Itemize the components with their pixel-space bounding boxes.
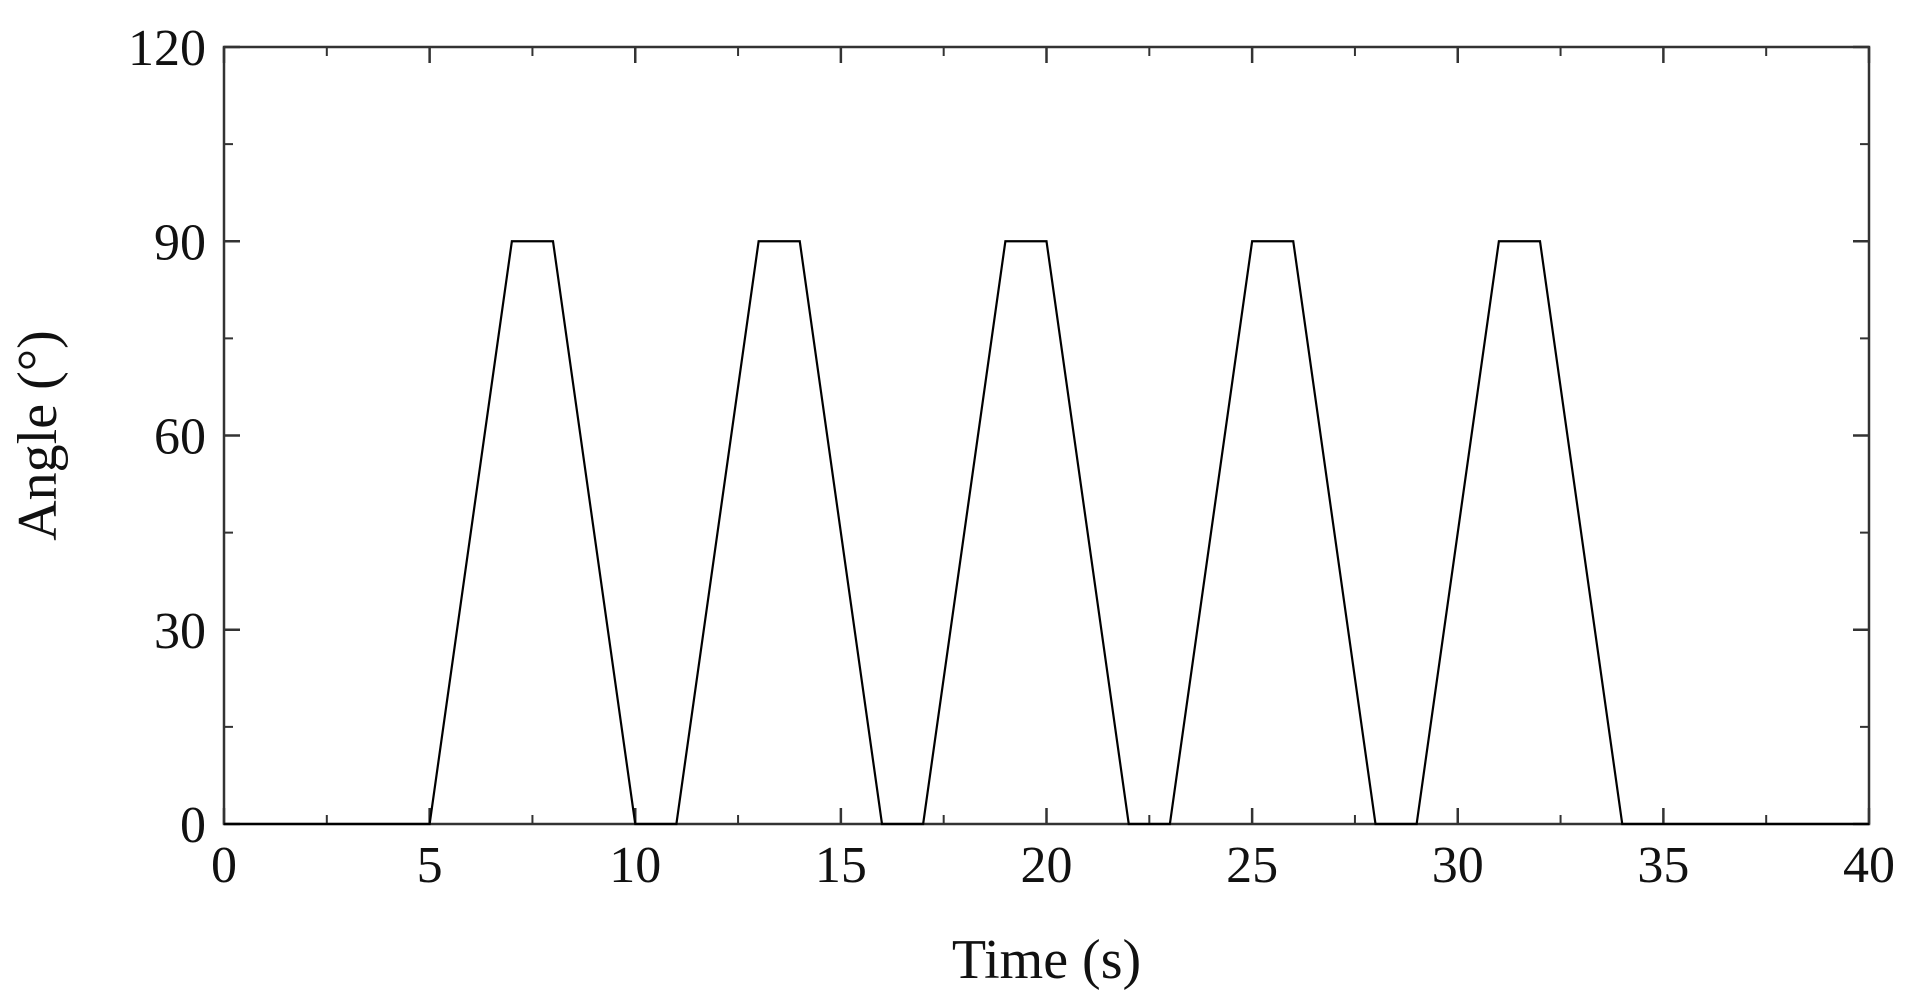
x-tick-label: 35 [1637, 837, 1689, 894]
data-point [1415, 823, 1417, 825]
data-point [1004, 240, 1006, 242]
x-tick-label: 10 [609, 837, 661, 894]
tick-labels: 0 5 10 15 20 25 30 35 40 0 30 60 90 120 [128, 20, 1895, 894]
data-point [881, 823, 883, 825]
data-point [922, 823, 924, 825]
x-tick-label: 20 [1021, 837, 1073, 894]
data-point [799, 240, 801, 242]
data-point [552, 240, 554, 242]
data-point [1169, 823, 1171, 825]
y-tick-label: 30 [154, 603, 206, 660]
data-point [757, 240, 759, 242]
x-tick-label: 25 [1226, 837, 1278, 894]
data-point [675, 823, 677, 825]
series-line [224, 240, 1869, 826]
data-point [428, 823, 430, 825]
data-point [1498, 240, 1500, 242]
y-axis-label: Angle (°) [7, 330, 69, 541]
data-point [1374, 823, 1376, 825]
series [223, 240, 1870, 826]
data-point [1868, 823, 1870, 825]
data-point [1128, 823, 1130, 825]
x-tick-label: 5 [417, 837, 443, 894]
y-tick-label: 90 [154, 214, 206, 271]
data-point [634, 823, 636, 825]
x-axis-label: Time (s) [952, 929, 1141, 991]
data-point [511, 240, 513, 242]
y-tick-label: 60 [154, 409, 206, 466]
ticks [222, 45, 1871, 826]
data-point [223, 823, 225, 825]
x-tick-label: 30 [1432, 837, 1484, 894]
data-point [1045, 240, 1047, 242]
x-tick-label: 40 [1843, 837, 1895, 894]
y-tick-label: 120 [128, 20, 206, 77]
data-point [1539, 240, 1541, 242]
x-tick-label: 0 [211, 837, 237, 894]
data-point [1292, 240, 1294, 242]
data-point [1621, 823, 1623, 825]
x-tick-label: 15 [815, 837, 867, 894]
data-point [1251, 240, 1253, 242]
y-tick-label: 0 [180, 797, 206, 854]
